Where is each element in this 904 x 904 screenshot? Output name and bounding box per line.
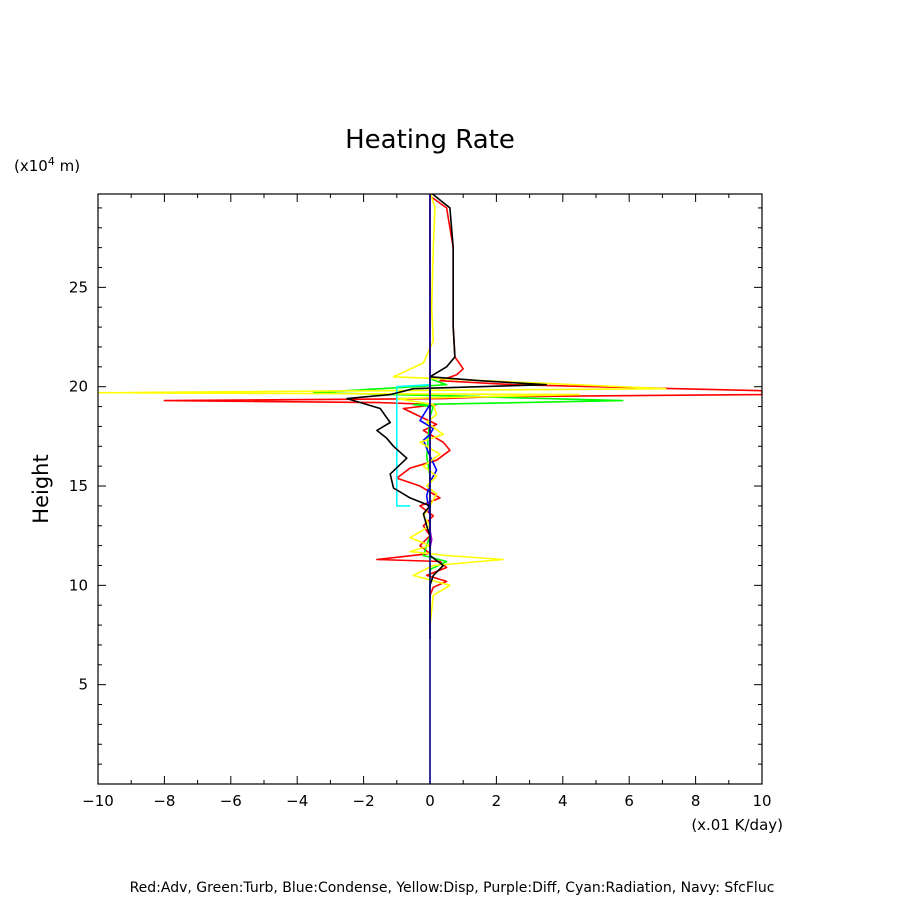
x-tick-label: 6 <box>624 792 634 810</box>
y-unit-exponent: 4 <box>48 155 55 168</box>
y-unit-prefix: (x10 <box>14 157 48 175</box>
x-tick-label: −10 <box>82 792 114 810</box>
chart-title: Heating Rate <box>345 125 515 155</box>
x-tick-label: 4 <box>558 792 568 810</box>
x-tick-label: 0 <box>425 792 435 810</box>
y-tick-label: 10 <box>69 576 88 594</box>
series-turb-line <box>312 377 624 586</box>
x-tick-label: −4 <box>286 792 308 810</box>
x-axis-unit: (x.01 K/day) <box>691 816 783 834</box>
x-tick-label: −8 <box>153 792 175 810</box>
axis-ticks <box>97 194 763 784</box>
series-disp-line <box>98 194 667 626</box>
y-tick-label: 20 <box>69 378 88 396</box>
y-axis-label: Height <box>29 454 53 523</box>
y-tick-label: 15 <box>69 477 88 495</box>
y-tick-label: 25 <box>69 278 88 296</box>
series-total-line <box>346 194 548 639</box>
y-tick-label: 5 <box>78 676 88 694</box>
y-unit-suffix: m) <box>55 157 80 175</box>
x-tick-label: −2 <box>353 792 375 810</box>
x-tick-label: 10 <box>752 792 771 810</box>
x-tick-label: 2 <box>492 792 502 810</box>
series-layer <box>98 194 762 784</box>
y-axis-unit: (x104 m) <box>14 155 80 175</box>
legend-caption: Red:Adv, Green:Turb, Blue:Condense, Yell… <box>130 880 775 896</box>
series-radiation-line <box>395 383 431 507</box>
x-tick-label: −6 <box>220 792 242 810</box>
plot-frame <box>97 193 763 785</box>
tick-labels: −10 −8 −6 −4 −2 0 2 4 6 8 10 5 10 15 20 25 <box>69 278 772 810</box>
x-tick-label: 8 <box>691 792 701 810</box>
